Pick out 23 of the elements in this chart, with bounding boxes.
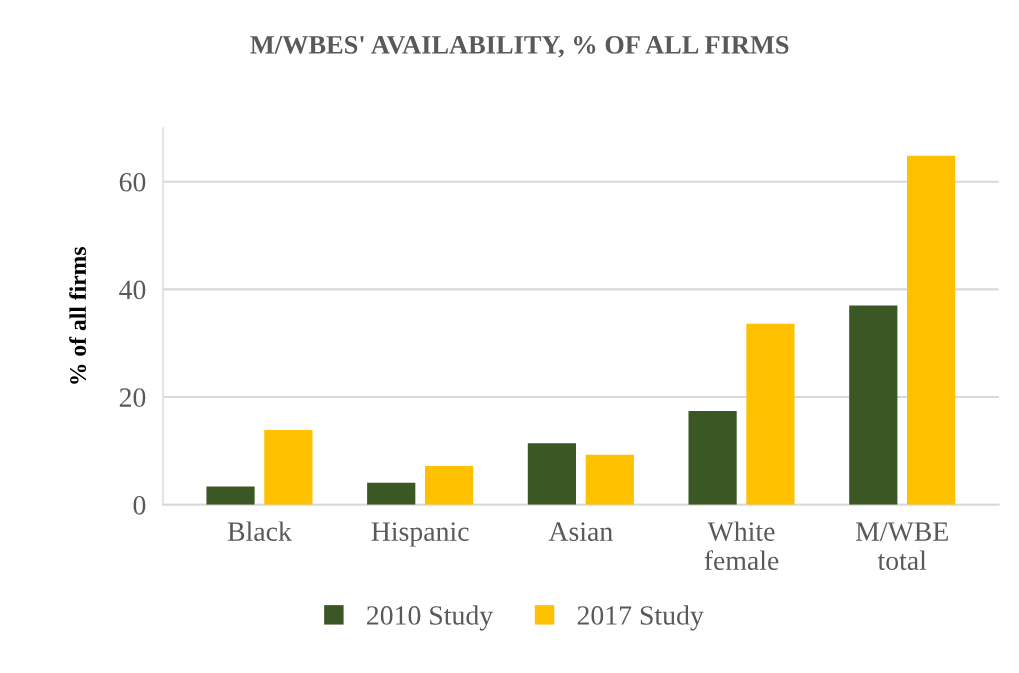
bar (264, 429, 313, 505)
y-tick-label: 60 (119, 172, 146, 192)
legend-label: 2017 Study (577, 605, 704, 631)
y-tick-label: 40 (119, 280, 146, 300)
bar (585, 454, 634, 505)
chart-title: M/WBES' AVAILABILITY, % OF ALL FIRMS (250, 35, 789, 58)
bar (367, 482, 416, 505)
x-tick-label: Black (227, 521, 292, 541)
x-tick-label: M/WBE total (855, 522, 948, 571)
x-tick-label: Hispanic (371, 522, 469, 547)
x-tick-label: White female (704, 521, 779, 571)
y-tick-label: 20 (119, 388, 146, 407)
y-tick-label: 0 (133, 495, 146, 515)
x-tick-label: Asian (548, 522, 613, 541)
bar (527, 443, 577, 505)
y-axis-title: % of all firms (69, 247, 87, 384)
bar (907, 155, 956, 505)
bar (424, 465, 474, 505)
bar (746, 323, 795, 505)
bar (688, 411, 737, 505)
bar (206, 486, 255, 505)
legend-label: 2010 Study (367, 605, 494, 631)
bar (849, 305, 898, 505)
